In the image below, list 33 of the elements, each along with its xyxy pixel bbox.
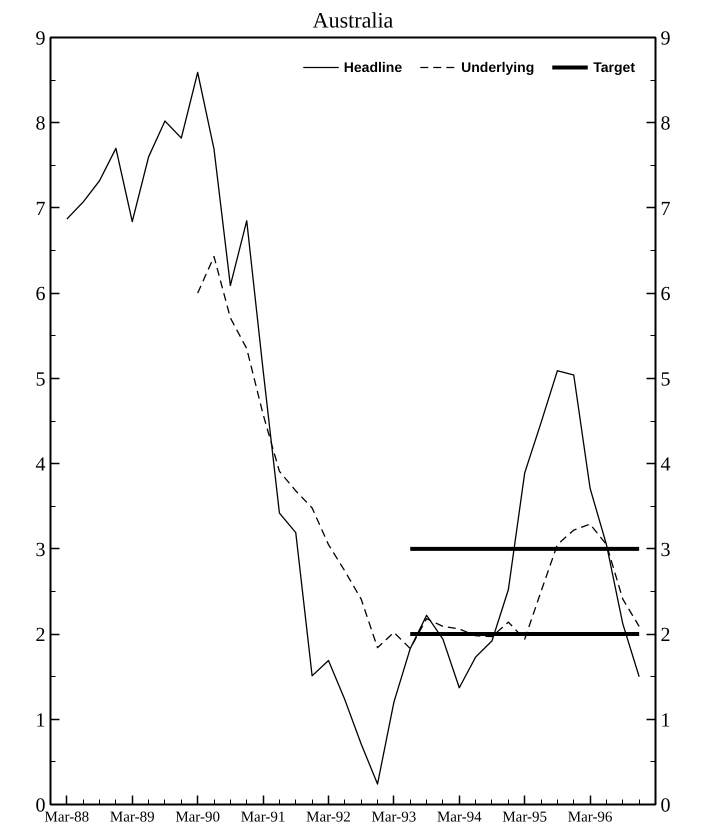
y-tick-label: 6: [36, 283, 46, 306]
y2-tick-label: 9: [660, 28, 670, 50]
x-tick-label: Mar-94: [436, 810, 482, 826]
chart-title: Australia: [312, 8, 394, 32]
y-tick-label: 1: [36, 709, 46, 732]
y-tick-label: 0: [36, 794, 46, 816]
y2-tick-label: 6: [660, 283, 670, 306]
y-tick-label: 9: [36, 28, 46, 50]
legend-label: Headline: [344, 59, 402, 75]
y2-tick-label: 2: [660, 624, 670, 646]
x-tick-label: Mar-88: [44, 810, 90, 826]
y2-tick-label: 3: [660, 538, 670, 561]
x-tick-label: Mar-91: [240, 810, 286, 826]
y2-tick-label: 5: [660, 368, 670, 390]
y-tick-label: 4: [36, 454, 46, 476]
y2-tick-label: 1: [660, 709, 670, 732]
x-tick-label: Mar-89: [110, 810, 155, 826]
y2-tick-label: 7: [660, 198, 670, 220]
y-tick-label: 7: [36, 198, 46, 220]
y2-tick-label: 0: [660, 794, 670, 816]
x-tick-label: Mar-90: [175, 810, 220, 826]
y-tick-label: 3: [36, 538, 46, 561]
legend-label: Target: [593, 59, 635, 75]
y-tick-label: 8: [36, 112, 46, 135]
x-tick-label: Mar-92: [306, 810, 351, 826]
x-tick-label: Mar-93: [372, 810, 416, 826]
y2-tick-label: 4: [660, 454, 670, 476]
y-tick-label: 5: [36, 368, 46, 390]
y-tick-label: 2: [36, 624, 46, 646]
legend-label: Underlying: [461, 59, 534, 75]
y2-tick-label: 8: [660, 112, 670, 135]
x-tick-label: Mar-95: [502, 810, 548, 826]
x-tick-label: Mar-96: [568, 810, 613, 826]
